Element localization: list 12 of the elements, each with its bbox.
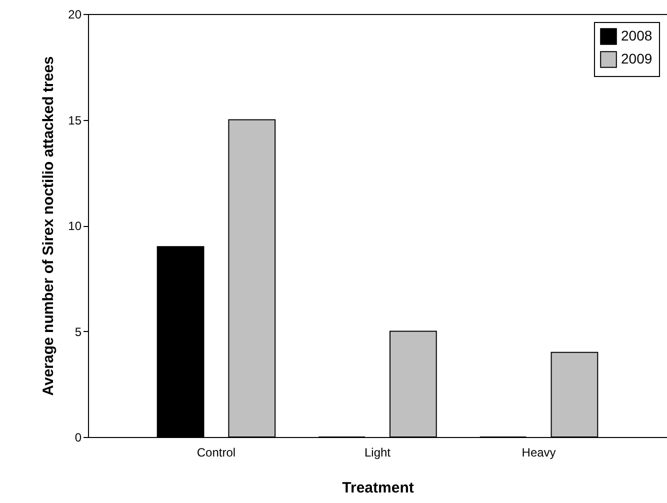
y-axis-title: Average number of Sirex noctilio attacked trees bbox=[40, 56, 58, 396]
x-axis-title: Treatment bbox=[342, 480, 414, 496]
y-tick-label: 20 bbox=[68, 8, 82, 22]
x-tick-label: Heavy bbox=[522, 446, 556, 460]
y-tick-label: 10 bbox=[68, 219, 82, 233]
x-tick-label: Light bbox=[364, 446, 392, 460]
x-tick-label: Control bbox=[196, 446, 236, 460]
legend-label: 2008 bbox=[621, 28, 652, 44]
y-tick-label: 0 bbox=[74, 430, 82, 444]
legend-label: 2009 bbox=[621, 50, 652, 66]
y-tick-label: 15 bbox=[68, 113, 82, 128]
y-tick-label: 5 bbox=[74, 324, 82, 339]
